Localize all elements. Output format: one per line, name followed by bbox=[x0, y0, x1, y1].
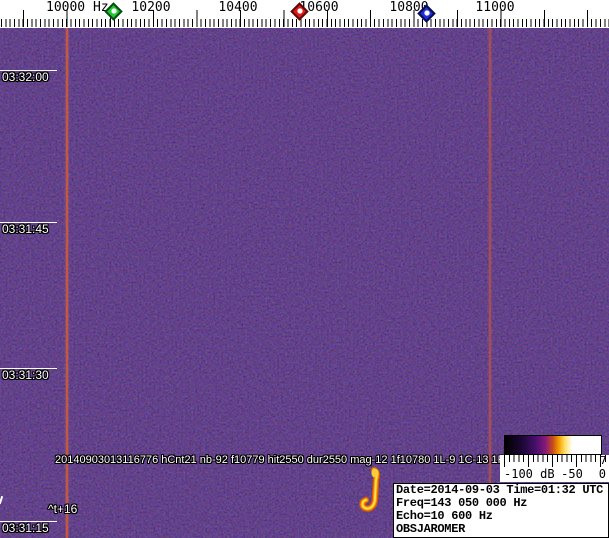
time-axis-label: 03:31:30 bbox=[0, 368, 57, 382]
colorbar-labels: -100 dB -50 0 bbox=[500, 467, 609, 482]
time-label-text: 03:31:30 bbox=[2, 368, 49, 382]
db-colorbar: 7 -100 dB -50 0 bbox=[500, 435, 609, 482]
info-frequency: Freq=143 050 000 Hz bbox=[396, 496, 528, 510]
time-label-text: 03:31:45 bbox=[2, 222, 49, 236]
info-echo-frequency: Echo=10 600 Hz bbox=[396, 509, 493, 523]
colorbar-max-label: 0 bbox=[598, 467, 606, 481]
time-tick-line bbox=[0, 368, 57, 369]
meteor-echo-trace bbox=[359, 466, 381, 512]
colorbar-mid-label: -50 bbox=[561, 467, 583, 481]
event-status-line: 20140903013116776 hCnt21 nb-92 f10779 hi… bbox=[55, 454, 510, 466]
time-axis-label: 03:31:15 bbox=[0, 521, 57, 535]
carrier-line-left bbox=[66, 28, 68, 538]
time-tick-line bbox=[0, 70, 57, 71]
frequency-ruler-ticks bbox=[0, 10, 609, 27]
time-axis-label: 03:31:45 bbox=[0, 222, 57, 236]
waterfall-display[interactable]: 03:32:00 03:31:45 03:31:30 03:31:15 ^t+1… bbox=[0, 28, 609, 538]
colorbar-scale-panel: 7 -100 dB -50 0 bbox=[500, 454, 609, 482]
time-label-text: 03:31:15 bbox=[2, 521, 49, 535]
time-axis-label: 03:32:00 bbox=[0, 70, 57, 84]
colorbar-gradient[interactable] bbox=[504, 435, 602, 455]
cursor-time-offset-label: ^t+16 bbox=[48, 502, 78, 516]
time-label-text: 03:32:00 bbox=[2, 70, 49, 84]
time-tick-line bbox=[0, 222, 57, 223]
colorbar-min-label: -100 dB bbox=[504, 467, 555, 481]
time-tick-line bbox=[0, 521, 57, 522]
colorbar-tail-char: 7 bbox=[600, 454, 607, 467]
observation-info-box: Date=2014-09-03 Time=01:32 UTC Freq=143 … bbox=[393, 483, 609, 538]
carrier-line-right bbox=[489, 28, 491, 538]
info-datetime: Date=2014-09-03 Time=01:32 UTC bbox=[396, 483, 604, 497]
frequency-ruler[interactable]: 10000 Hz 10200 10400 10600 10800 11000 bbox=[0, 0, 609, 28]
colorbar-ticks bbox=[500, 455, 609, 467]
info-station-name: OBSJAROMER bbox=[396, 522, 466, 536]
